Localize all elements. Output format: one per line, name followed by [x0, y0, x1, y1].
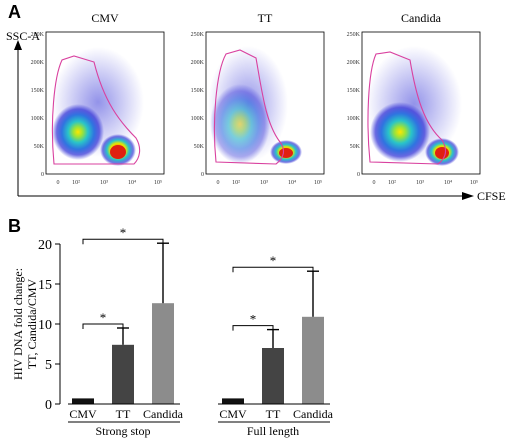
y-tick-label: 15 [38, 278, 52, 293]
svg-text:50K: 50K [194, 144, 205, 150]
panel-a-flow-plots: SSC-A CFSE CMV 0 50K 100K 150K 200K 250K… [6, 11, 506, 203]
category-label: TT [116, 407, 131, 421]
significance-star: * [120, 225, 127, 240]
svg-text:10³: 10³ [260, 180, 268, 186]
bar-tt [112, 344, 134, 404]
cfse-axis-label: CFSE [477, 189, 506, 203]
svg-text:100K: 100K [347, 116, 361, 122]
svg-text:10³: 10³ [100, 180, 108, 186]
category-label: TT [266, 407, 281, 421]
y-tick-label: 20 [38, 238, 52, 253]
significance-bracket [232, 266, 314, 273]
ssc-axis-arrow [14, 40, 22, 50]
group-label: Full length [247, 424, 299, 438]
svg-text:0: 0 [373, 180, 376, 186]
category-label: Candida [293, 407, 334, 421]
svg-text:0: 0 [201, 172, 204, 178]
cfse-axis-arrow [462, 192, 474, 200]
svg-text:10⁵: 10⁵ [470, 180, 478, 186]
svg-text:0: 0 [41, 172, 44, 178]
panel-a-letter: A [8, 2, 21, 22]
svg-text:10⁴: 10⁴ [444, 180, 452, 186]
svg-text:10²: 10² [388, 180, 396, 186]
flow-plot-candida: Candida 0 50K 100K 150K 200K 250K 0 10² … [347, 11, 481, 186]
panel-b-letter: B [8, 216, 21, 236]
y-tick-label: 0 [45, 398, 52, 413]
svg-text:10⁵: 10⁵ [154, 180, 162, 186]
svg-text:10⁵: 10⁵ [314, 180, 322, 186]
bar-candida [152, 303, 174, 404]
svg-text:250K: 250K [347, 32, 361, 38]
svg-text:150K: 150K [31, 88, 45, 94]
svg-text:50K: 50K [350, 144, 361, 150]
significance-star: * [100, 310, 107, 325]
svg-text:10³: 10³ [416, 180, 424, 186]
svg-text:10²: 10² [72, 180, 80, 186]
group-label: Strong stop [95, 424, 150, 438]
svg-text:0: 0 [357, 172, 360, 178]
y-tick-label: 10 [38, 318, 52, 333]
svg-text:250K: 250K [31, 32, 45, 38]
category-label: CMV [219, 407, 247, 421]
bar-cmv [222, 398, 244, 404]
flow-plot-title: CMV [91, 11, 119, 25]
significance-star: * [250, 312, 257, 327]
svg-text:10²: 10² [232, 180, 240, 186]
bar-tt [262, 348, 284, 404]
bar-candida [302, 316, 324, 404]
svg-text:50K: 50K [34, 144, 45, 150]
svg-text:10⁴: 10⁴ [128, 180, 136, 186]
svg-text:0: 0 [217, 180, 220, 186]
y-tick-label: 5 [45, 358, 52, 373]
svg-text:100K: 100K [191, 116, 205, 122]
category-label: CMV [69, 407, 97, 421]
svg-text:150K: 150K [347, 88, 361, 94]
flow-plot-title: Candida [401, 11, 442, 25]
flow-plot-tt: TT 0 50K 100K 150K 200K 250K 0 10² 10³ 1… [191, 11, 325, 186]
y-axis-label-line1: HIV DNA fold change: [11, 268, 25, 380]
svg-text:200K: 200K [347, 60, 361, 66]
svg-text:200K: 200K [191, 60, 205, 66]
svg-text:250K: 250K [191, 32, 205, 38]
significance-star: * [270, 253, 277, 268]
category-label: Candida [143, 407, 184, 421]
svg-text:10⁴: 10⁴ [288, 180, 296, 186]
flow-plot-cmv: CMV 0 50K 100K 150K 200K 250K 0 10² 10³ … [31, 11, 165, 186]
ssc-axis-label: SSC-A [6, 29, 40, 43]
significance-bracket [232, 325, 274, 331]
significance-bracket [82, 323, 124, 329]
panel-b-bar-chart: 0 5 10 15 20 HIV DNA fold change: TT, Candida/… [11, 225, 334, 438]
svg-text:100K: 100K [31, 116, 45, 122]
svg-text:0: 0 [57, 180, 60, 186]
flow-plot-title: TT [258, 11, 273, 25]
svg-text:200K: 200K [31, 60, 45, 66]
significance-bracket [82, 238, 164, 245]
svg-text:150K: 150K [191, 88, 205, 94]
y-axis-label-line2: TT, Candida/CMV [25, 278, 39, 369]
bar-cmv [72, 398, 94, 404]
